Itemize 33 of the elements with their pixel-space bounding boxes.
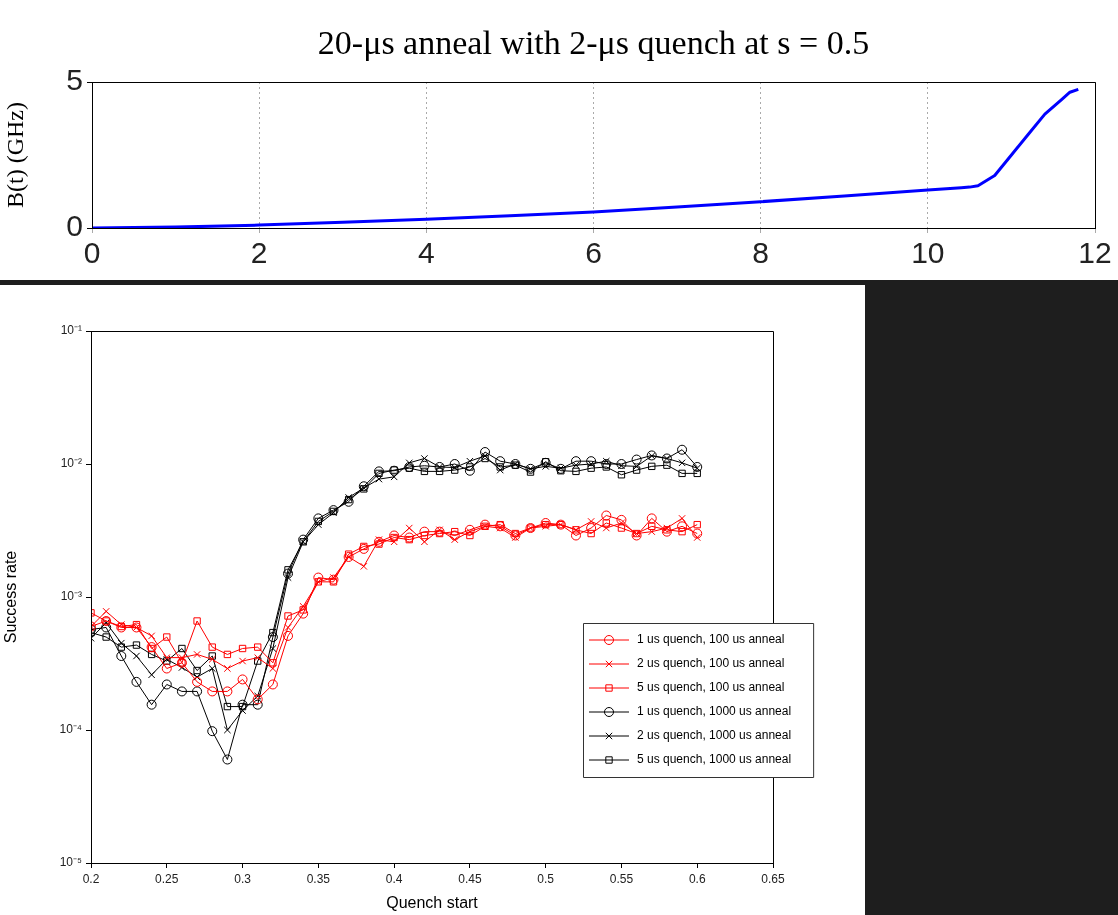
x-tick-label: 4 [417, 236, 435, 270]
x-tick-label: 10 [911, 236, 945, 270]
x-axis-title: Quench start [386, 893, 479, 911]
y-axis-title: B(t) (GHz) [1, 102, 28, 208]
y-axis-title: Success rate [2, 550, 20, 644]
x-tick-label: 0.55 [609, 871, 634, 886]
x-tick-label: 12 [1078, 236, 1112, 270]
legend-label: 1 us quench, 1000 us anneal [637, 704, 792, 719]
y-tick-label: 10⁻³ [60, 589, 82, 604]
legend-label: 5 us quench, 1000 us anneal [637, 752, 792, 767]
y-tick-label: 10⁻⁴ [59, 722, 82, 737]
x-tick-label: 0.3 [234, 871, 252, 886]
y-tick-label: 5 [66, 63, 83, 97]
x-tick-label: 0.65 [761, 871, 785, 886]
x-tick-label: 0.25 [155, 871, 179, 886]
y-tick-label: 10⁻¹ [60, 323, 82, 338]
y-tick-label: 0 [66, 209, 83, 243]
x-tick-label: 0.4 [385, 871, 403, 886]
x-tick-label: 8 [752, 236, 770, 270]
legend-label: 1 us quench, 100 us anneal [637, 632, 785, 647]
legend-label: 2 us quench, 100 us anneal [637, 656, 785, 671]
x-tick-label: 0.45 [458, 871, 482, 886]
legend-label: 5 us quench, 100 us anneal [637, 680, 785, 695]
x-tick-label: 0.35 [306, 871, 331, 886]
x-tick-label: 2 [250, 236, 268, 270]
x-tick-label: 0.2 [82, 871, 100, 886]
y-tick-label: 10⁻⁵ [59, 855, 83, 870]
legend-label: 2 us quench, 1000 us anneal [637, 728, 792, 743]
chart-title: 20-μs anneal with 2-μs quench at s = 0.5 [317, 23, 870, 61]
x-tick-label: 6 [585, 236, 602, 270]
x-tick-label: 0.5 [537, 871, 555, 886]
x-tick-label: 0.6 [688, 871, 706, 886]
y-tick-label: 10⁻² [60, 456, 82, 471]
